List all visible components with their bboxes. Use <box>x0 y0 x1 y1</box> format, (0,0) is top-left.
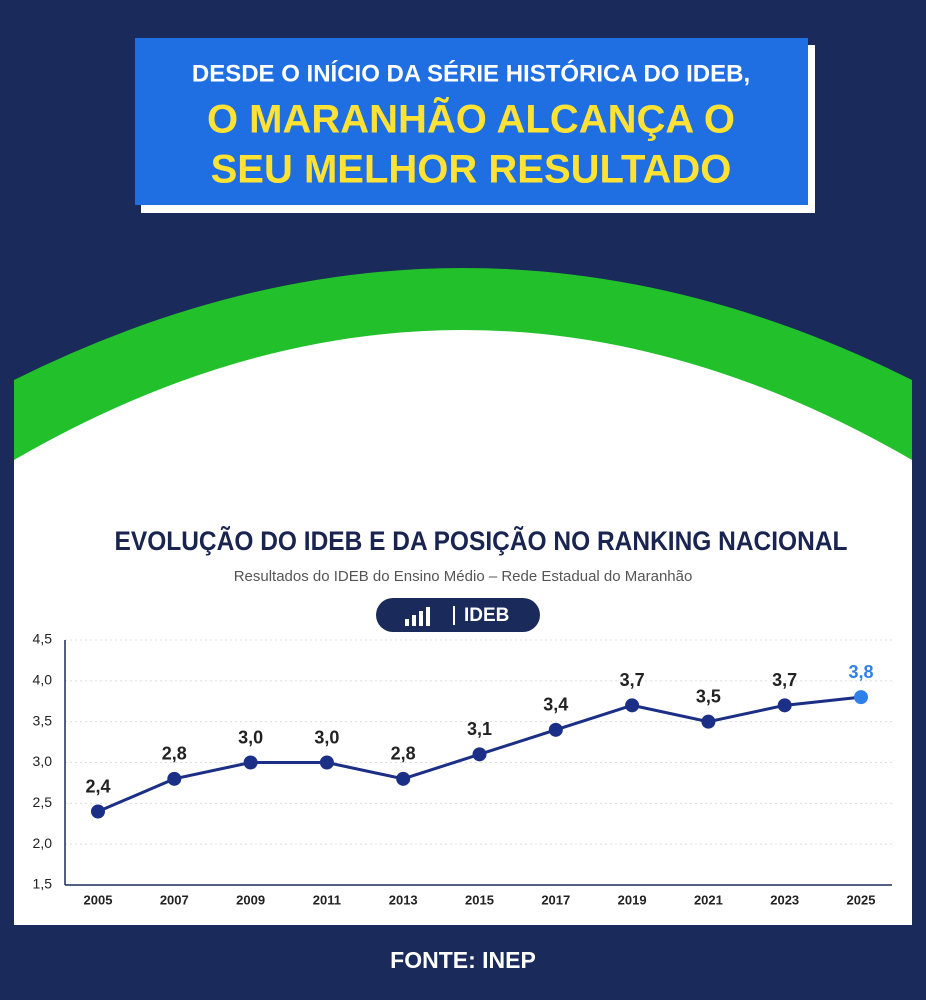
value-label: 3,7 <box>620 670 645 690</box>
value-label: 2,8 <box>162 744 187 764</box>
value-label: 2,4 <box>85 776 110 796</box>
point <box>854 690 868 705</box>
y-tick-label: 3,0 <box>33 753 53 769</box>
value-label: 3,0 <box>238 727 263 747</box>
legend-label: IDEB <box>464 605 509 626</box>
x-tick-label: 2009 <box>236 892 265 907</box>
value-label: 3,5 <box>696 686 721 706</box>
x-tick-label: 2011 <box>313 892 341 907</box>
x-tick-label: 2021 <box>694 892 723 907</box>
banner <box>135 38 808 205</box>
legend-icon <box>405 607 430 626</box>
point <box>91 804 105 819</box>
y-tick-label: 4,0 <box>33 672 53 688</box>
value-label: 3,8 <box>848 662 873 682</box>
y-tick-label: 1,5 <box>33 876 53 892</box>
y-tick-label: 2,0 <box>33 835 53 851</box>
x-tick-label: 2013 <box>389 892 418 907</box>
point <box>396 771 411 786</box>
point <box>472 747 487 762</box>
banner-line: DESDE O INÍCIO DA SÉRIE HISTÓRICA DO IDE… <box>192 59 750 87</box>
point <box>548 722 563 737</box>
point <box>777 698 792 713</box>
legend-divider <box>453 606 455 625</box>
source: FONTE: INEP <box>390 947 536 973</box>
x-tick-label: 2005 <box>84 892 113 907</box>
banner-headline: SEU MELHOR RESULTADO <box>211 148 732 192</box>
x-tick-label: 2017 <box>541 892 570 907</box>
chart-title: EVOLUÇÃO DO IDEB E DA POSIÇÃO NO RANKING… <box>115 525 848 556</box>
banner-headline: O MARANHÃO ALCANÇA O <box>207 96 735 142</box>
x-tick-label: 2019 <box>618 892 647 907</box>
x-tick-label: 2023 <box>770 892 799 907</box>
value-label: 3,1 <box>467 719 492 739</box>
y-tick-label: 3,5 <box>33 712 53 728</box>
value-label: 3,0 <box>314 727 339 747</box>
value-label: 2,8 <box>391 744 416 764</box>
chart-subtitle: Resultados do IDEB do Ensino Médio – Red… <box>234 568 693 585</box>
x-tick-label: 2007 <box>160 892 189 907</box>
legend-pill <box>376 598 540 632</box>
value-label: 3,4 <box>543 695 568 715</box>
y-tick-label: 2,5 <box>33 794 53 810</box>
point <box>319 755 334 770</box>
point <box>243 755 258 770</box>
point <box>701 714 716 729</box>
point <box>625 698 640 713</box>
y-tick-label: 4,5 <box>33 631 53 647</box>
x-tick-label: 2015 <box>465 892 494 907</box>
point <box>167 771 182 786</box>
value-label: 3,7 <box>772 670 797 690</box>
x-tick-label: 2025 <box>847 892 876 907</box>
